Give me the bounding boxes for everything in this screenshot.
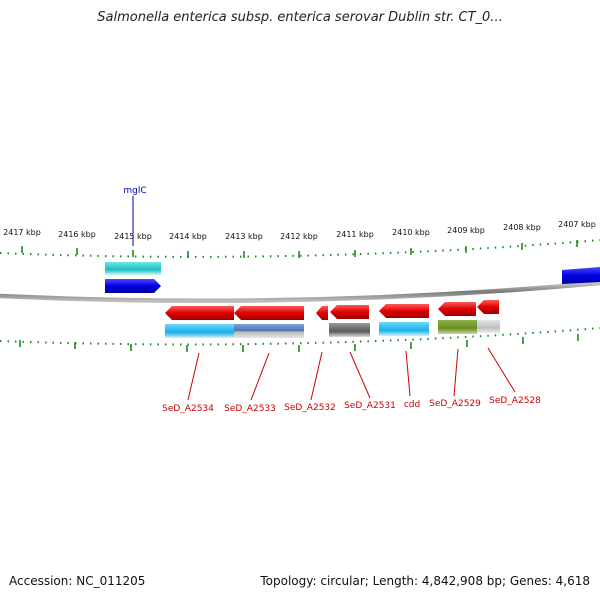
gene-mglc-arrow[interactable]	[105, 279, 161, 293]
gene-label-sed-a2532[interactable]: SeD_A2532	[284, 403, 336, 413]
outer-tick-track	[0, 239, 600, 258]
feature-gray-sed-a2531[interactable]	[329, 323, 370, 337]
gene-right-edge-arrow[interactable]	[562, 267, 600, 284]
gene-label-sed-a2528[interactable]: SeD_A2528	[489, 396, 541, 406]
scale-label: 2414 kbp	[169, 232, 207, 241]
gene-sed-a2533-arrow[interactable]	[234, 306, 304, 320]
scale-label: 2410 kbp	[392, 228, 430, 237]
scale-label: 2411 kbp	[336, 230, 374, 239]
inner-tick-track	[0, 327, 600, 346]
reverse-gene-labels: SeD_A2534 SeD_A2533 SeD_A2532 SeD_A2531 …	[162, 396, 541, 414]
scale-label: 2413 kbp	[225, 232, 263, 241]
gene-label-sed-a2531[interactable]: SeD_A2531	[344, 401, 396, 411]
feature-steel-sed-a2533[interactable]	[234, 324, 304, 338]
genome-summary-text: Topology: circular; Length: 4,842,908 bp…	[260, 574, 590, 588]
genome-title: Salmonella enterica subsp. enterica sero…	[97, 10, 503, 25]
feature-cyan-sed-a2534[interactable]	[165, 324, 234, 338]
gene-label-mglc[interactable]: mglC	[123, 186, 146, 196]
gene-sed-a2531-arrow[interactable]	[330, 305, 369, 319]
gene-label-cdd[interactable]: cdd	[404, 400, 420, 410]
gene-label-sed-a2533[interactable]: SeD_A2533	[224, 404, 276, 414]
gene-sed-a2528-arrow[interactable]	[477, 300, 499, 314]
gene-label-sed-a2534[interactable]: SeD_A2534	[162, 404, 214, 414]
feature-cyan-cdd[interactable]	[379, 322, 429, 336]
gene-label-sed-a2529[interactable]: SeD_A2529	[429, 399, 481, 409]
gene-sed-a2532-arrow[interactable]	[316, 306, 328, 320]
feature-olive-sed-a2529[interactable]	[438, 320, 477, 334]
genome-backbone	[0, 280, 600, 304]
scale-label: 2407 kbp	[558, 220, 596, 229]
reverse-leader-lines	[187, 347, 516, 401]
scale-label: 2409 kbp	[447, 226, 485, 235]
gene-sed-a2529-arrow[interactable]	[438, 302, 476, 316]
feature-light-gray-sed-a2528[interactable]	[477, 320, 500, 333]
major-ticks	[19, 240, 579, 352]
scale-label: 2416 kbp	[58, 230, 96, 239]
scale-label: 2417 kbp	[3, 228, 41, 237]
accession-text: Accession: NC_011205	[9, 574, 146, 588]
gene-cdd-arrow[interactable]	[379, 304, 429, 318]
scale-labels: 2417 kbp 2416 kbp 2415 kbp 2414 kbp 2413…	[3, 220, 596, 241]
feature-teal-mglc-region[interactable]	[105, 262, 161, 275]
scale-label: 2408 kbp	[503, 223, 541, 232]
gene-sed-a2534-arrow[interactable]	[165, 306, 234, 320]
scale-label: 2412 kbp	[280, 232, 318, 241]
